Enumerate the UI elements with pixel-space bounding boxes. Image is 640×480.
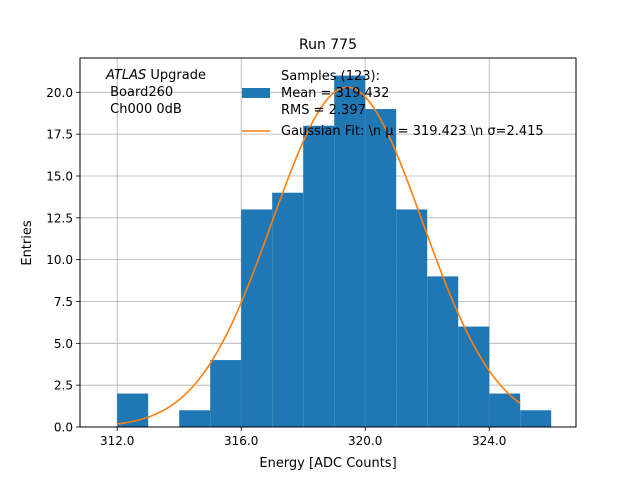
gaussian-fit-line: [117, 86, 521, 425]
histogram-bar: [179, 410, 211, 427]
histogram-bar: [365, 109, 397, 427]
histogram-bar: [520, 410, 552, 427]
legend-fit-label: Gaussian Fit: \n μ = 319.423 \n σ=2.415: [281, 124, 544, 139]
histogram-bar: [489, 393, 521, 427]
legend-histogram-label: Mean = 319.432: [281, 86, 389, 101]
legend-histogram-swatch: [242, 88, 270, 98]
axes-frame: [79, 57, 577, 428]
y-tick-label: 0.0: [54, 421, 73, 435]
annotation-line-1-rest: Upgrade: [146, 68, 206, 83]
histogram-bar: [458, 326, 490, 427]
annotation-line-2: Board260: [106, 85, 173, 100]
x-tick-label: 320.0: [348, 434, 382, 448]
y-tick-label: 12.5: [46, 211, 73, 225]
histogram-bar: [272, 192, 304, 427]
y-tick-label: 7.5: [54, 295, 73, 309]
annotation-italic: ATLAS: [105, 68, 146, 83]
gaussian-fit: [117, 86, 521, 425]
histogram-bar: [303, 125, 335, 427]
legend-histogram-label: RMS = 2.397: [281, 103, 366, 118]
y-tick-label: 5.0: [54, 337, 73, 351]
histogram-bar: [210, 360, 242, 427]
axis-ticks: 312.0 316.0 320.0 324.0 0.0 2.5 5.0 7.5 10.0 12.5…: [46, 86, 506, 448]
x-tick-label: 312.0: [100, 434, 134, 448]
histogram-bar: [241, 209, 273, 427]
histogram-bars: [117, 75, 552, 428]
atlas-annotation: ATLAS Upgrade Board260 Ch000 0dB: [105, 68, 206, 117]
x-tick-label: 324.0: [472, 434, 506, 448]
y-tick-label: 10.0: [46, 253, 73, 267]
histogram-bar: [427, 276, 459, 427]
legend-histogram-label: Samples (123):: [281, 69, 380, 84]
histogram-bar: [396, 209, 428, 427]
y-tick-label: 2.5: [54, 379, 73, 393]
y-tick-label: 17.5: [46, 128, 73, 142]
annotation-line-3: Ch000 0dB: [106, 102, 182, 117]
legend: Samples (123): Mean = 319.432 RMS = 2.39…: [242, 69, 544, 139]
chart-title: Run 775: [299, 37, 357, 53]
y-tick-label: 20.0: [46, 86, 73, 100]
x-tick-label: 316.0: [224, 434, 258, 448]
x-axis-label: Energy [ADC Counts]: [259, 456, 396, 471]
y-axis-label: Entries: [20, 220, 35, 266]
y-tick-label: 15.0: [46, 169, 73, 183]
histogram-bar: [334, 75, 366, 428]
annotation-line-1: ATLAS Upgrade: [105, 68, 206, 83]
